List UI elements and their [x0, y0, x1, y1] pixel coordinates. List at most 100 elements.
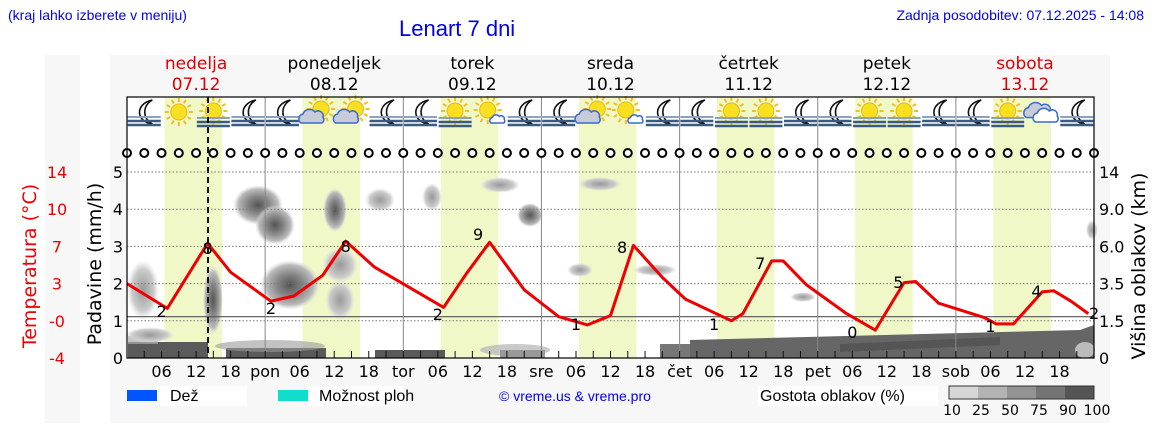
- svg-text:0: 0: [113, 349, 123, 368]
- legend: Dež Možnost ploh © vreme.us & vreme.pro …: [127, 385, 1111, 419]
- svg-text:100: 100: [1084, 403, 1111, 419]
- svg-text:1.5: 1.5: [1099, 312, 1124, 331]
- svg-text:4: 4: [1031, 282, 1041, 301]
- precip-axis-label: Padavine (mm/h): [84, 183, 106, 346]
- svg-text:25: 25: [972, 403, 990, 419]
- time-axis: 06 12 18 pon 06 12 18 tor 06 12 18 sre 06 12 18 čet 06 12…: [151, 362, 1069, 381]
- svg-text:1: 1: [571, 315, 581, 334]
- svg-text:8: 8: [341, 237, 351, 256]
- rain-legend-label: Dež: [170, 388, 198, 405]
- temperature-axis: 14 10 7 3 -0 -4: [47, 163, 67, 368]
- svg-text:06: 06: [980, 362, 1000, 381]
- svg-text:6.0: 6.0: [1099, 237, 1124, 256]
- cloud-density-scale: 10 25 50 75 90 100: [943, 385, 1111, 419]
- last-update: Zadnja posodobitev: 07.12.2025 - 14:08: [896, 7, 1144, 23]
- day-date: 10.12: [586, 75, 635, 95]
- svg-text:06: 06: [566, 362, 586, 381]
- svg-text:06: 06: [842, 362, 862, 381]
- svg-text:12: 12: [462, 362, 482, 381]
- svg-text:12: 12: [186, 362, 206, 381]
- svg-text:0: 0: [847, 323, 857, 342]
- svg-text:90: 90: [1059, 403, 1077, 419]
- wind-markers-row: [122, 148, 1099, 158]
- day-name: četrtek: [718, 54, 779, 74]
- svg-text:-4: -4: [49, 349, 65, 368]
- svg-text:sre: sre: [529, 362, 553, 381]
- day-date: 07.12: [172, 75, 221, 95]
- showers-legend-swatch: [278, 390, 311, 401]
- temperature-line: [126, 239, 1090, 332]
- svg-text:18: 18: [497, 362, 517, 381]
- copyright: © vreme.us & vreme.pro: [499, 388, 651, 404]
- svg-text:18: 18: [635, 362, 655, 381]
- svg-text:18: 18: [773, 362, 793, 381]
- svg-text:1: 1: [985, 317, 995, 336]
- svg-text:pon: pon: [250, 362, 280, 381]
- svg-text:2: 2: [156, 302, 166, 321]
- svg-text:18: 18: [359, 362, 379, 381]
- day-date: 11.12: [724, 75, 773, 95]
- svg-text:čet: čet: [667, 362, 692, 381]
- svg-text:14: 14: [1099, 163, 1119, 182]
- svg-text:4: 4: [113, 200, 123, 219]
- svg-text:9.0: 9.0: [1099, 200, 1124, 219]
- svg-text:5: 5: [893, 273, 903, 292]
- svg-text:12: 12: [1015, 362, 1035, 381]
- svg-text:14: 14: [47, 163, 67, 182]
- svg-text:7: 7: [755, 254, 765, 273]
- cloud-height-axis: 14 9.0 6.0 3.5 1.5 0: [1099, 163, 1124, 368]
- svg-text:3.5: 3.5: [1099, 275, 1124, 294]
- page-title: Lenart 7 dni: [399, 16, 516, 41]
- svg-text:3: 3: [113, 237, 123, 256]
- svg-text:06: 06: [290, 362, 310, 381]
- day-name: petek: [863, 54, 911, 74]
- svg-text:18: 18: [1049, 362, 1069, 381]
- plot-frame: [126, 96, 1095, 359]
- svg-text:7: 7: [52, 237, 62, 256]
- svg-text:8: 8: [617, 238, 627, 257]
- day-name: sreda: [587, 54, 634, 74]
- svg-text:0: 0: [1099, 349, 1109, 368]
- day-name: torek: [450, 54, 494, 74]
- svg-text:75: 75: [1030, 403, 1048, 419]
- day-date: 08.12: [310, 75, 359, 95]
- day-date: 13.12: [1001, 75, 1050, 95]
- weather-icons-row: [127, 95, 1094, 128]
- svg-text:12: 12: [877, 362, 897, 381]
- svg-text:06: 06: [428, 362, 448, 381]
- day-date: 09.12: [448, 75, 497, 95]
- rain-legend-swatch: [127, 390, 160, 401]
- svg-text:2: 2: [266, 299, 276, 318]
- day-name: nedelja: [165, 54, 227, 74]
- svg-text:12: 12: [324, 362, 344, 381]
- location-hint: (kraj lahko izberete v meniju): [8, 7, 187, 23]
- day-name: sobota: [996, 54, 1054, 74]
- svg-text:18: 18: [220, 362, 240, 381]
- svg-text:3: 3: [52, 275, 62, 294]
- svg-text:12: 12: [738, 362, 758, 381]
- svg-text:10: 10: [47, 200, 67, 219]
- svg-text:1: 1: [709, 315, 719, 334]
- svg-text:tor: tor: [392, 362, 415, 381]
- svg-text:sob: sob: [942, 362, 970, 381]
- temp-axis-label: Temperatura (°C): [19, 184, 41, 349]
- svg-text:9: 9: [473, 225, 483, 244]
- showers-legend-label: Možnost ploh: [319, 388, 414, 405]
- svg-text:1: 1: [113, 312, 123, 331]
- svg-text:5: 5: [113, 163, 123, 182]
- svg-text:2: 2: [113, 275, 123, 294]
- svg-text:10: 10: [943, 403, 961, 419]
- cloud-density-label: Gostota oblakov (%): [760, 388, 905, 405]
- svg-text:18: 18: [911, 362, 931, 381]
- precipitation-axis: 5 4 3 2 1 0: [113, 163, 123, 368]
- day-date: 12.12: [862, 75, 911, 95]
- daylight-bands: [164, 97, 1051, 358]
- day-name: ponedeljek: [288, 54, 382, 74]
- svg-text:-0: -0: [49, 312, 65, 331]
- svg-text:06: 06: [704, 362, 724, 381]
- cloud-axis-label: Višina oblakov (km): [1128, 173, 1150, 360]
- svg-text:50: 50: [1001, 403, 1019, 419]
- temp-axis-panel: [45, 55, 80, 423]
- svg-text:2: 2: [433, 305, 443, 324]
